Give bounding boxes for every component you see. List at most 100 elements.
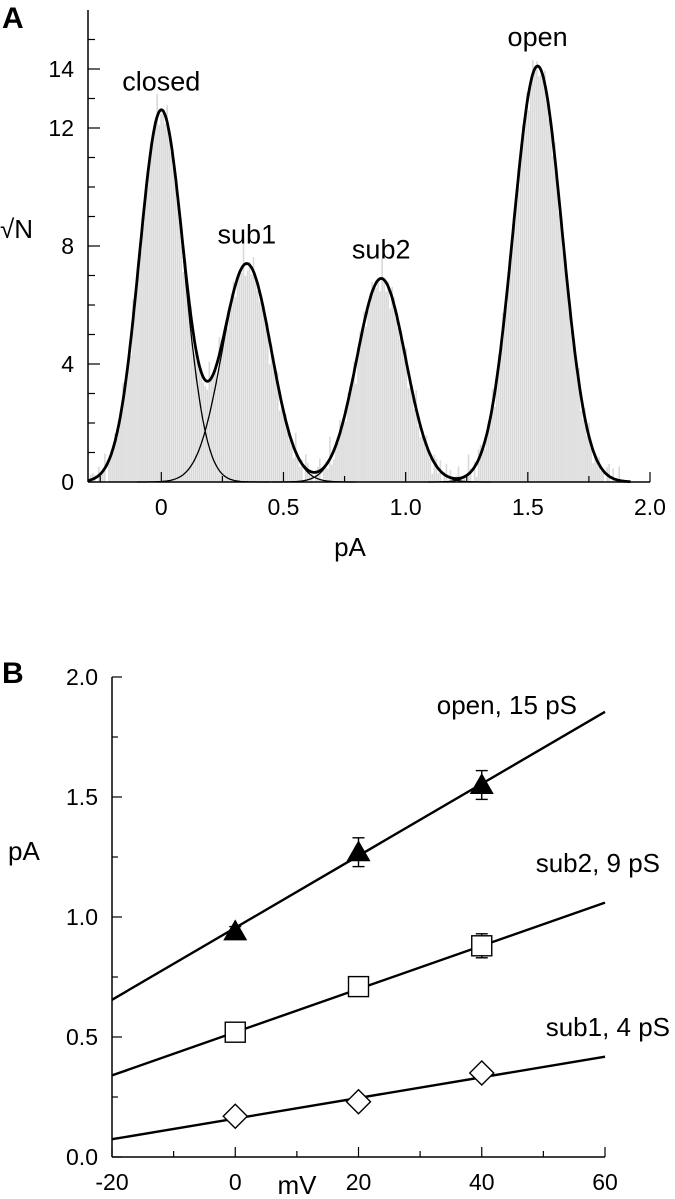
histogram-bar	[387, 281, 389, 482]
iv-x-tick-label: 60	[592, 1169, 618, 1195]
histogram-bar	[598, 457, 600, 482]
histogram-bar	[128, 353, 130, 482]
histogram-bar	[210, 380, 213, 482]
histogram-bar	[284, 414, 287, 482]
histogram-axes: 0 4 8 12 14 0 0.5 1.0 1.5 2.0 closed sub1 sub2 open	[48, 10, 666, 520]
histogram-bar	[298, 466, 301, 482]
histogram-bar	[596, 456, 598, 482]
histogram-bar	[491, 388, 494, 482]
histogram-bar	[218, 337, 221, 482]
histogram-bar	[234, 296, 237, 482]
histogram-bar	[110, 450, 112, 482]
histogram-bar	[475, 476, 478, 482]
iv-x-axis-label: mV	[278, 1170, 318, 1199]
histogram-bar	[214, 365, 217, 482]
histogram-bar	[421, 430, 424, 482]
histogram-bar	[108, 459, 110, 482]
histogram-bar	[333, 459, 335, 482]
histogram-bar	[389, 308, 391, 482]
histogram-bar	[375, 287, 377, 482]
histogram-bar	[586, 435, 588, 482]
histogram-bar	[523, 125, 526, 482]
histogram-bar	[120, 417, 122, 482]
histogram-bar	[572, 341, 574, 482]
histogram-bar	[226, 328, 229, 482]
histogram-bar	[365, 326, 367, 482]
histogram-x-tick-label: 1.0	[390, 494, 422, 520]
histogram-bar	[254, 277, 257, 482]
histogram-bar	[483, 449, 486, 482]
histogram-bar	[397, 327, 400, 482]
histogram-bar	[511, 223, 514, 482]
histogram-bar	[300, 459, 303, 482]
histogram-bar	[248, 262, 251, 482]
histogram-bar	[574, 347, 576, 482]
summed-fit-curve	[87, 64, 631, 484]
histogram-bar	[379, 291, 381, 482]
histogram-bar	[600, 470, 602, 482]
histogram-bar	[544, 70, 546, 483]
histogram-bar	[608, 463, 610, 482]
histogram-bar	[270, 346, 273, 482]
histogram-bar	[552, 156, 554, 483]
histogram-bar	[144, 189, 146, 482]
histogram-bar	[393, 297, 395, 482]
histogram-bar	[114, 433, 116, 482]
histogram-bar	[343, 422, 345, 482]
histogram-bar	[168, 134, 170, 483]
histogram-bar	[240, 272, 243, 482]
histogram-bar	[519, 143, 522, 482]
histogram-panel: 0 4 8 12 14 0 0.5 1.0 1.5 2.0 closed sub1 sub2 open p…	[0, 10, 666, 562]
histogram-bar	[174, 173, 176, 482]
histogram-bar	[538, 76, 540, 482]
iv-points	[222, 769, 495, 1130]
peak-label-closed: closed	[122, 66, 200, 96]
iv-y-tick-label: 0.0	[66, 1144, 98, 1170]
histogram-bar	[172, 167, 174, 482]
histogram-bar	[341, 424, 343, 482]
histogram-y-tick-label: 12	[48, 115, 74, 141]
histogram-bar	[425, 435, 428, 482]
histogram-bar	[232, 281, 235, 482]
histogram-bar	[409, 387, 412, 482]
histogram-bar	[148, 172, 150, 483]
iv-x-tick-label: 40	[469, 1169, 495, 1195]
histogram-bar	[230, 293, 233, 482]
histogram-bar	[122, 382, 124, 482]
histogram-bar	[489, 415, 492, 482]
data-point-sub2	[347, 975, 370, 998]
histogram-bar	[509, 251, 512, 482]
histogram-bar	[288, 440, 291, 482]
histogram-bar	[238, 271, 241, 482]
histogram-bar	[325, 461, 327, 482]
histogram-bar	[170, 152, 172, 482]
histogram-bar	[276, 371, 279, 482]
histogram-bar	[112, 445, 114, 482]
histogram-x-axis-label: pA	[334, 532, 366, 562]
data-point-open	[346, 840, 371, 862]
histogram-bar	[497, 354, 500, 482]
gaussian-fits	[87, 64, 631, 484]
histogram-bar	[445, 463, 448, 482]
data-point-sub1	[468, 1060, 495, 1086]
histogram-bar	[548, 119, 550, 482]
histogram-bar	[264, 318, 267, 482]
histogram-bar	[467, 454, 470, 482]
histogram-bar	[198, 361, 201, 482]
histogram-bar	[534, 70, 536, 483]
histogram-bar	[495, 386, 498, 482]
histogram-bar	[570, 330, 572, 482]
iv-y-tick-label: 1.0	[66, 904, 98, 930]
histogram-bar	[449, 469, 452, 482]
histogram-bar	[359, 331, 361, 482]
histogram-bar	[202, 382, 205, 482]
histogram-bar	[550, 120, 552, 482]
peak-label-open: open	[508, 22, 568, 52]
histogram-bar	[236, 279, 239, 482]
histogram-bar	[260, 295, 263, 482]
histogram-bar	[501, 312, 504, 482]
histogram-bar	[373, 286, 375, 482]
data-point-open	[469, 773, 494, 794]
histogram-bar	[296, 458, 299, 482]
histogram-bar	[517, 187, 520, 483]
